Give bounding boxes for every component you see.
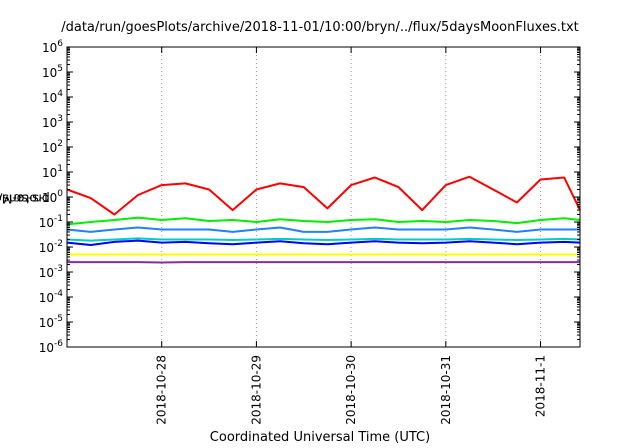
x-tick-label: 2018-11-1 <box>534 355 548 417</box>
series-line-4 <box>66 237 581 242</box>
y-tick-label: 105 <box>42 64 63 80</box>
y-tick-label: 106 <box>42 39 63 55</box>
y-tick-label: 10-4 <box>39 289 64 305</box>
y-tick-label: 103 <box>42 114 63 130</box>
x-axis: 2018-10-28 2018-10-29 2018-10-30 2018-10-31… <box>155 47 548 425</box>
y-tick-label: 10-6 <box>39 339 64 355</box>
y-tick-label: 10-3 <box>39 264 63 280</box>
plot-frame <box>66 46 581 348</box>
y-tick-label: 100 <box>42 189 63 205</box>
y-axis: 10-6 10-5 10-4 10-3 10-2 10-1 100 101 102 103 104 1… <box>39 39 580 355</box>
series-line-2 <box>66 216 581 226</box>
y-tick-label: 102 <box>42 139 63 155</box>
series-group <box>66 175 581 264</box>
y-tick-label: 104 <box>42 89 63 105</box>
y-tick-label: 101 <box>42 164 63 180</box>
y-tick-label: 10-5 <box>39 314 63 330</box>
x-axis-label: Coordinated Universal Time (UTC) <box>209 430 431 445</box>
x-tick-label: 2018-10-30 <box>344 355 358 425</box>
series-line-5 <box>66 239 581 246</box>
x-tick-label: 2018-10-31 <box>439 355 453 425</box>
series-line-3 <box>66 226 580 233</box>
chart-title: /data/run/goesPlots/archive/2018-11-01/1… <box>61 20 579 35</box>
y-tick-label: 10-2 <box>39 239 63 255</box>
series-line-1 <box>66 175 581 216</box>
x-tick-label: 2018-10-29 <box>249 355 263 425</box>
x-tick-label: 2018-10-28 <box>155 355 169 425</box>
y-tick-label: 10-1 <box>39 214 63 230</box>
